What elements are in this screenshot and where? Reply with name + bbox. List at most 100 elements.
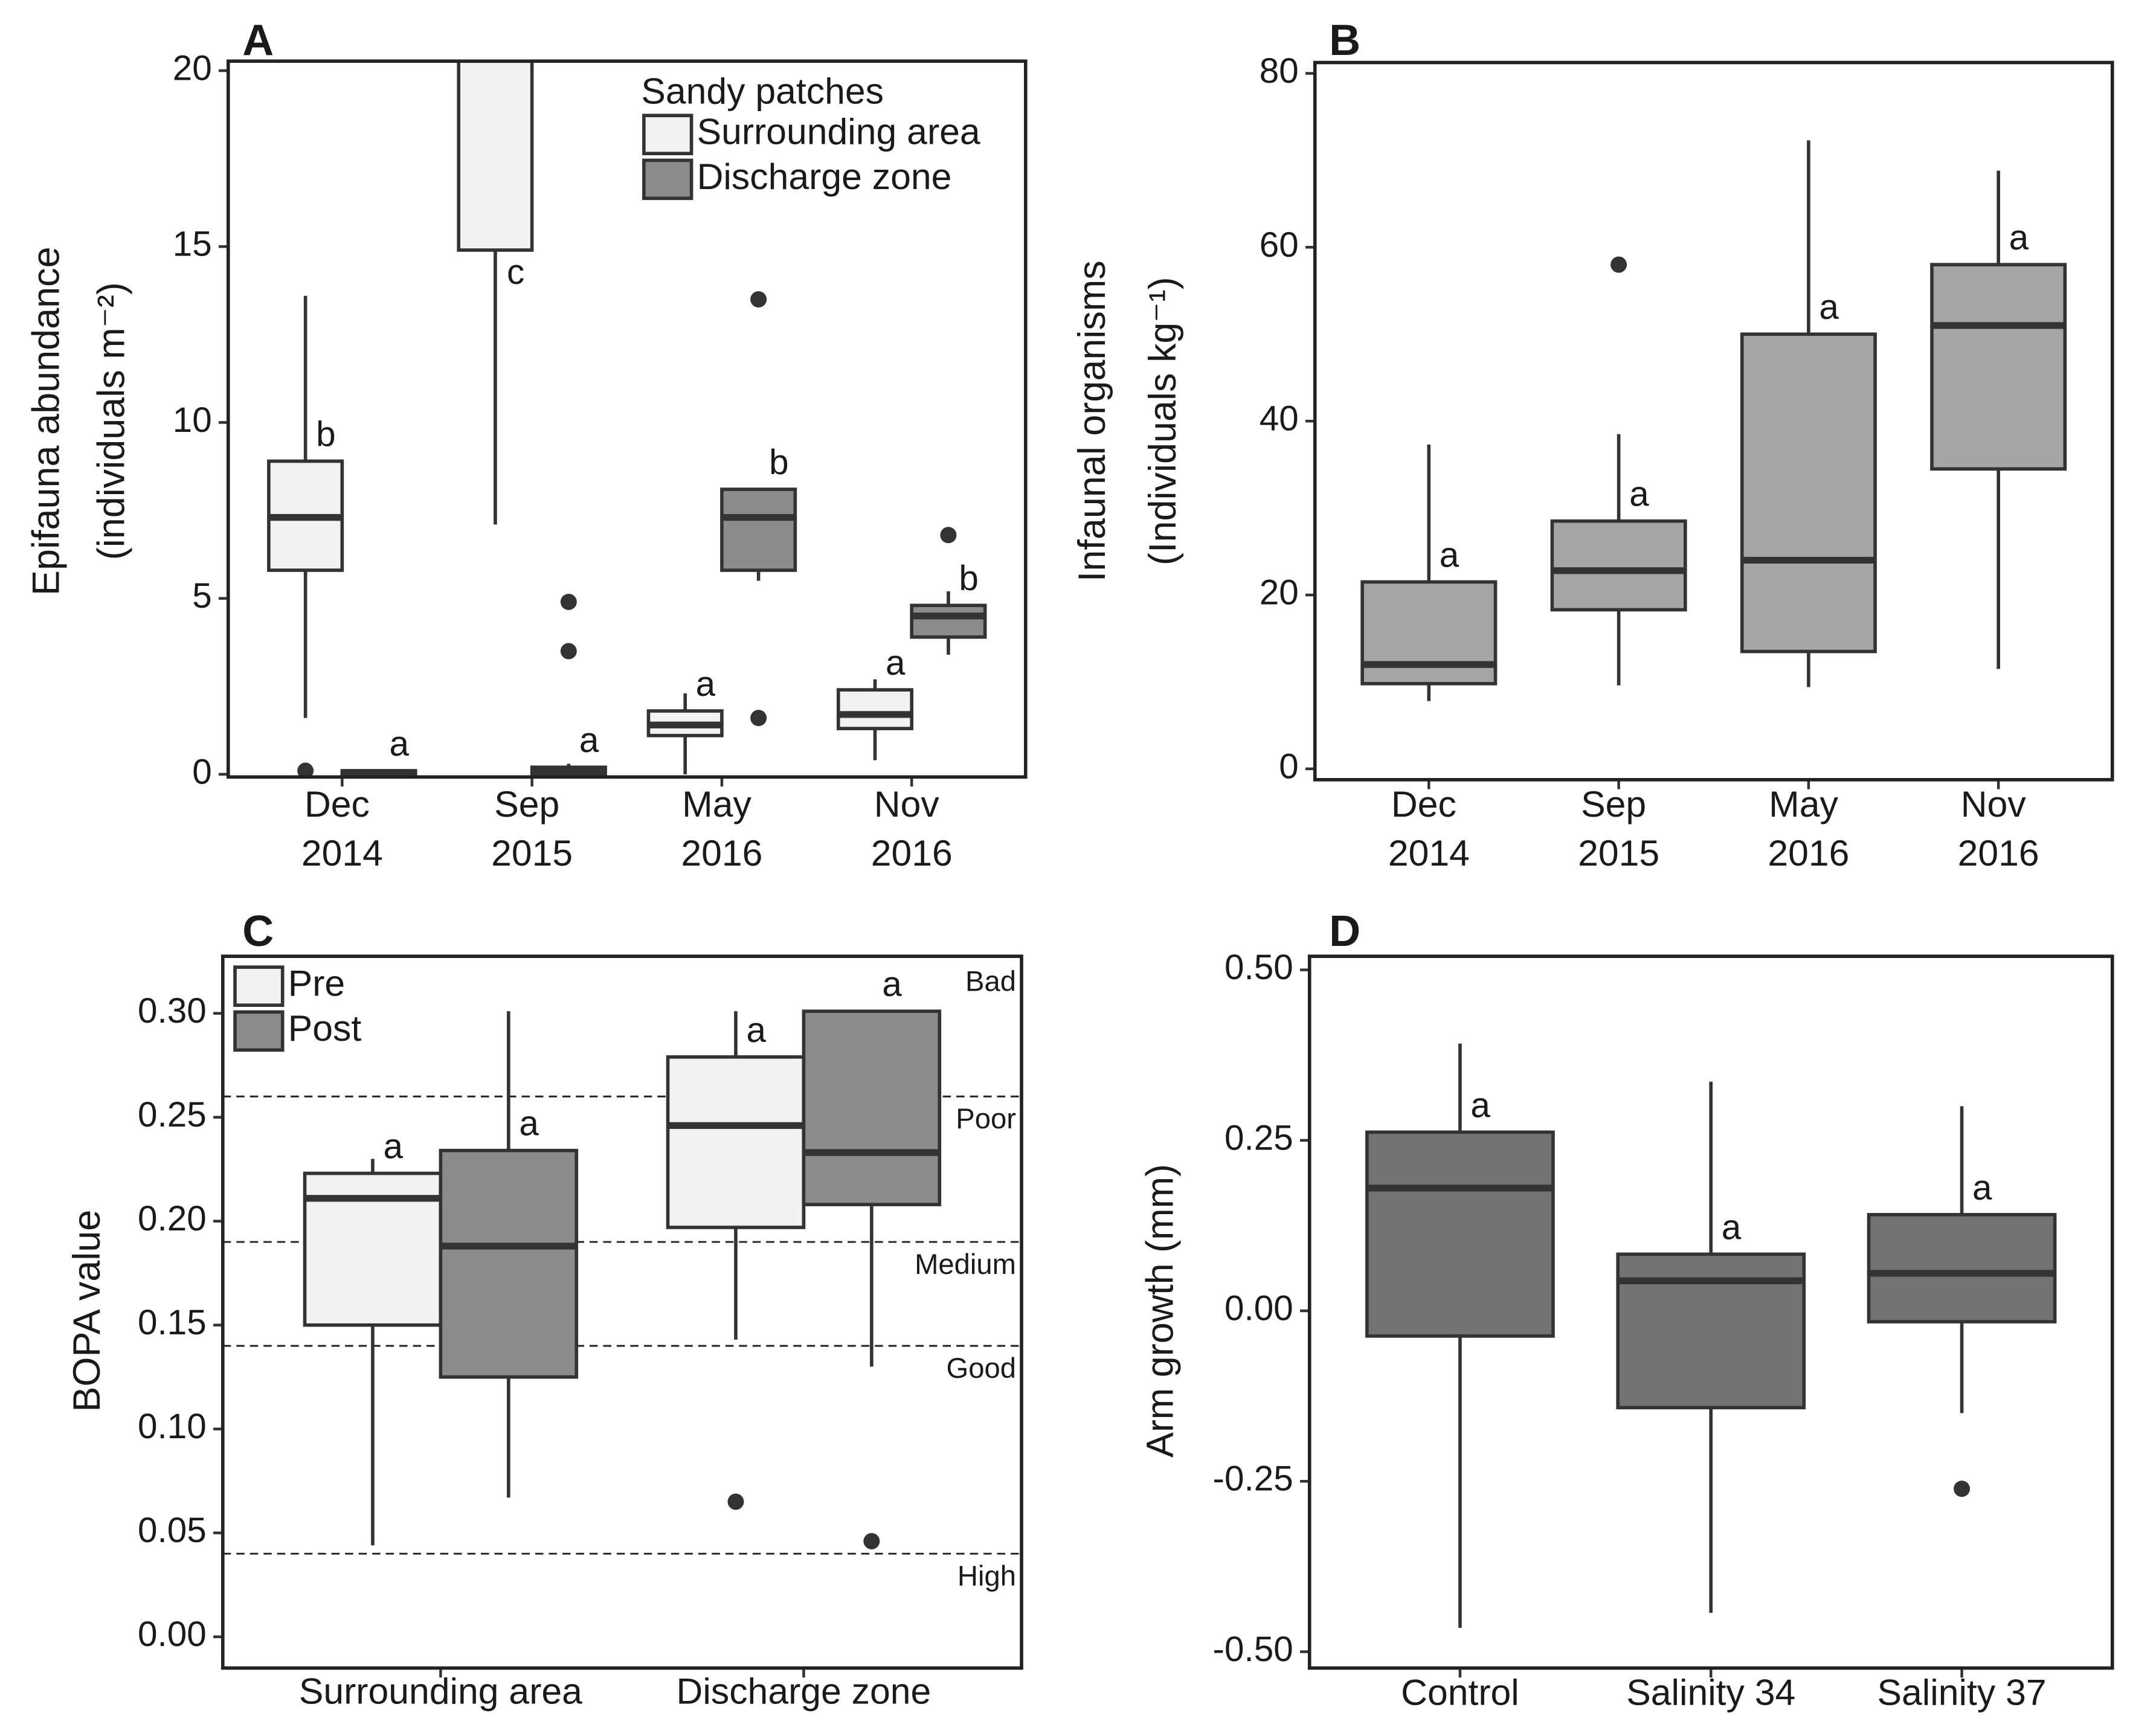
zone-label: Medium xyxy=(915,1249,1016,1281)
y-tick-label: 80 xyxy=(1260,51,1299,91)
frame xyxy=(226,59,1028,779)
zone-label: Poor xyxy=(956,1103,1016,1135)
y-tick-label: -0.50 xyxy=(1213,1630,1293,1669)
y-tick-label: 40 xyxy=(1260,399,1299,439)
group-letter: a xyxy=(390,724,410,764)
zone-label: High xyxy=(957,1560,1016,1592)
y-tick-label: 15 xyxy=(173,225,212,264)
group-letter: a xyxy=(383,1127,403,1166)
legend-label: Discharge zone xyxy=(697,156,952,197)
outlier xyxy=(727,1493,744,1510)
plot-area xyxy=(1365,1043,2057,1628)
legend-title: Sandy patches xyxy=(641,70,884,111)
y-tick-label: 0.00 xyxy=(138,1615,207,1654)
x-tick-label: Sep 2015 xyxy=(491,783,573,873)
y-tick-label: 0 xyxy=(192,752,212,791)
legend-swatch xyxy=(642,114,693,155)
y-tick-label: 0.25 xyxy=(138,1095,207,1134)
box xyxy=(720,487,797,572)
box xyxy=(1740,332,1877,654)
panel: C BOPA value 0.00 0.05 0.10 0.15 0.20 0.25 0.30 S… xyxy=(66,907,1023,1711)
legend-swatch xyxy=(233,1010,285,1052)
box xyxy=(802,1009,942,1206)
legend-swatch xyxy=(233,965,285,1007)
x-tick-label: Nov 2016 xyxy=(871,783,953,873)
y-tick-label: -0.25 xyxy=(1213,1459,1293,1499)
outlier xyxy=(1954,1480,1971,1497)
y-axis-label: (Individuals kg⁻¹) xyxy=(1142,277,1184,565)
y-axis-label: Epifauna abundance xyxy=(25,246,68,596)
y-axis-label: BOPA value xyxy=(66,1210,108,1412)
panel-letter: A xyxy=(242,16,274,65)
group-letter: a xyxy=(746,1011,766,1050)
legend-label: Pre xyxy=(288,963,345,1004)
group-letter: a xyxy=(1440,535,1459,574)
x-tick-label: Dec 2014 xyxy=(301,783,383,873)
group-letter: a xyxy=(1629,475,1649,514)
outlier xyxy=(940,527,957,544)
zone-label: Good xyxy=(947,1352,1017,1384)
group-letter: a xyxy=(579,721,599,760)
panel: B Infaunal organisms (Individuals kg⁻¹) 0 20… xyxy=(1071,16,2114,873)
plot-area xyxy=(1360,140,2067,701)
y-tick-label: 0.50 xyxy=(1224,948,1293,987)
frame xyxy=(220,954,1023,1670)
y-tick-label: 0.25 xyxy=(1224,1118,1293,1157)
y-tick-label: 10 xyxy=(173,400,212,440)
box xyxy=(1360,580,1498,686)
x-tick-label: Sep 2015 xyxy=(1578,783,1659,873)
box xyxy=(1365,1130,1555,1338)
legend-swatch xyxy=(642,158,693,201)
box xyxy=(457,61,534,252)
group-letter: b xyxy=(769,443,789,482)
y-tick-label: 5 xyxy=(192,576,212,616)
y-axis-label: Arm growth (mm) xyxy=(1139,1164,1182,1458)
y-tick-label: 60 xyxy=(1260,225,1299,265)
box xyxy=(1930,263,2067,471)
box xyxy=(439,1148,579,1379)
y-tick-label: 0.00 xyxy=(1224,1289,1293,1328)
y-tick-label: 0.30 xyxy=(138,991,207,1030)
panel-letter: C xyxy=(242,907,274,956)
frame xyxy=(1313,60,2114,782)
y-tick-label: 0 xyxy=(1279,747,1299,786)
x-tick-label: May 2016 xyxy=(681,783,762,873)
box xyxy=(1616,1252,1806,1410)
group-letter: a xyxy=(882,965,902,1004)
outlier xyxy=(750,710,767,727)
outlier xyxy=(560,643,577,660)
y-tick-label: 0.20 xyxy=(138,1199,207,1238)
x-tick-label: Discharge zone xyxy=(677,1670,931,1711)
group-letter: b xyxy=(316,414,336,454)
group-letter: b xyxy=(959,559,979,598)
x-tick-label: Salinity 37 xyxy=(1877,1672,2047,1713)
group-letter: a xyxy=(1470,1085,1490,1125)
x-tick-label: Salinity 34 xyxy=(1626,1672,1795,1713)
x-tick-label: Dec 2014 xyxy=(1388,783,1470,873)
outlier xyxy=(297,762,314,777)
legend-label: Post xyxy=(288,1008,362,1049)
x-tick-label: Surrounding area xyxy=(299,1670,582,1711)
plot-area xyxy=(267,61,987,777)
x-tick-label: Control xyxy=(1401,1672,1519,1713)
y-tick-label: 20 xyxy=(1260,573,1299,612)
legend-label: Surrounding area xyxy=(697,111,980,152)
box xyxy=(836,688,914,730)
box xyxy=(910,603,987,639)
x-tick-label: Nov 2016 xyxy=(1958,783,2039,873)
plot-area xyxy=(303,1009,942,1550)
outlier xyxy=(863,1533,880,1550)
zone-label: Bad xyxy=(965,966,1016,998)
outlier xyxy=(1610,256,1627,273)
box xyxy=(666,1055,806,1229)
y-axis-label: Infaunal organisms xyxy=(1071,260,1113,582)
y-tick-label: 0.15 xyxy=(138,1303,207,1342)
group-letter: c xyxy=(507,252,524,292)
y-axis-label: (individuals m⁻²) xyxy=(91,282,133,560)
group-letter: a xyxy=(886,643,906,683)
panel-letter: D xyxy=(1329,907,1360,956)
box xyxy=(1550,519,1687,612)
outlier xyxy=(750,291,767,308)
panel: D Arm growth (mm) -0.50 -0.25 0.00 0.25 0.50 Co… xyxy=(1139,907,2114,1713)
